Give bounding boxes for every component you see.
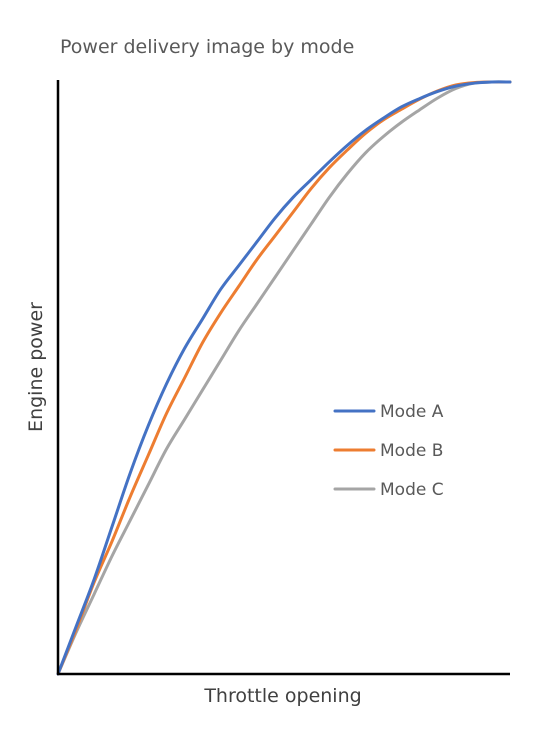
series-line-mode-a (56, 80, 512, 676)
series-line-mode-c (56, 80, 512, 676)
legend-label-mode-b: Mode B (380, 441, 443, 461)
y-axis-title: Engine power (25, 302, 47, 432)
plot-area (56, 80, 512, 676)
x-axis-title: Throttle opening (203, 685, 361, 707)
series-line-mode-b (56, 80, 512, 676)
chart-title: Power delivery image by mode (60, 36, 354, 58)
legend-label-mode-c: Mode C (380, 480, 444, 500)
legend: Mode A Mode B Mode C (333, 402, 444, 500)
legend-label-mode-a: Mode A (380, 402, 444, 422)
